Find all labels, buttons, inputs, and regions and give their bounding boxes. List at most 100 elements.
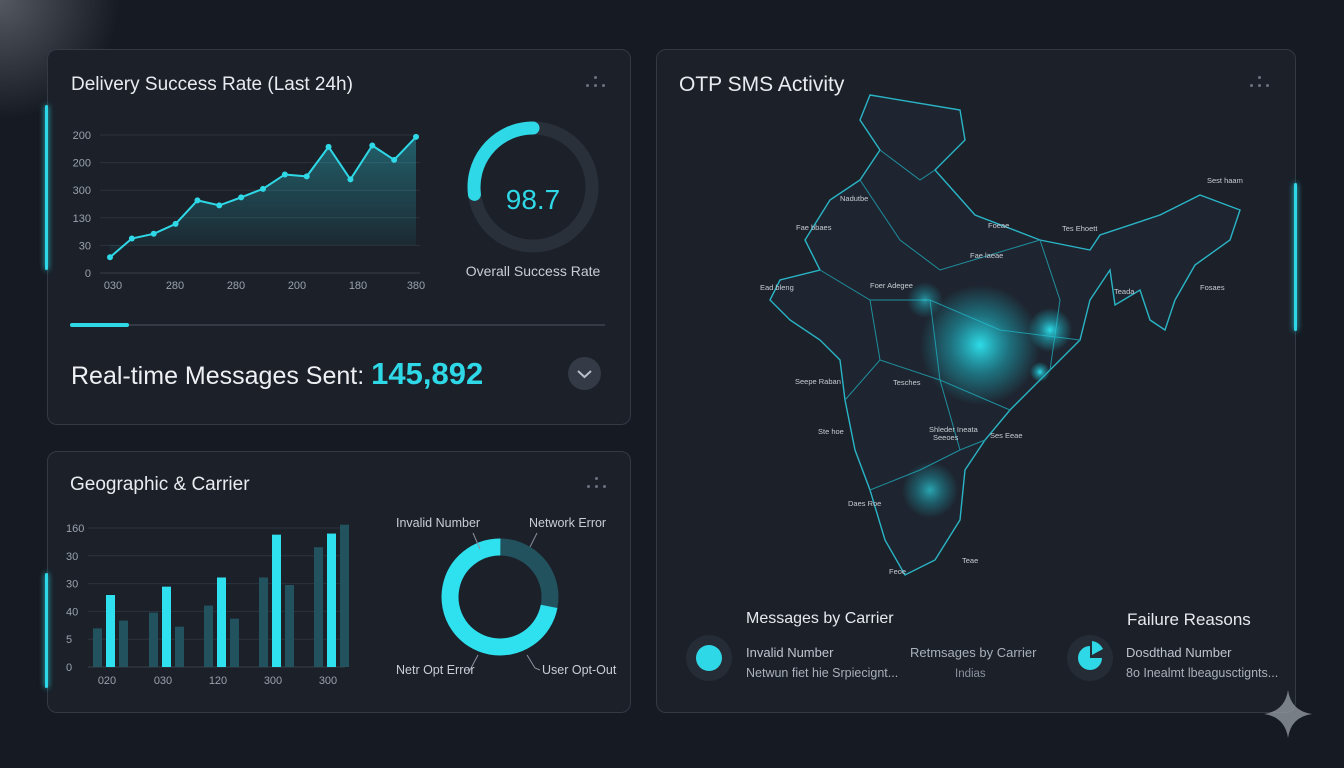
data-point [150, 230, 157, 237]
donut-label-invalid-number: Invalid Number [396, 516, 481, 530]
middle-line-1: Retmsages by Carrier [910, 645, 1037, 660]
panel-accent [1294, 183, 1297, 331]
map-label: Feoe [889, 567, 906, 576]
carrier-dot-icon [686, 635, 732, 681]
y-tick-label: 300 [73, 185, 91, 197]
leader-line [529, 532, 538, 548]
data-point [260, 185, 266, 192]
donut-label-opt-error: Netr Opt Error [396, 663, 475, 677]
donut-label-network-error: Network Error [529, 516, 607, 530]
map-label: Foeae [988, 221, 1009, 230]
data-point [413, 133, 419, 140]
gauge-arc [467, 121, 599, 253]
x-tick-label: 030 [154, 675, 172, 687]
x-tick-label: 280 [227, 280, 245, 292]
data-point [172, 220, 179, 227]
sparkle-icon [1264, 690, 1312, 738]
y-tick-label: 30 [66, 579, 78, 591]
data-point [194, 197, 201, 204]
carrier-line-2: Netwun fiet hie Srpiecignt... [746, 666, 899, 680]
y-tick-label: 40 [66, 606, 78, 618]
data-point [238, 194, 245, 201]
map-label: Seeoes [933, 433, 959, 442]
activity-hotspot [1030, 362, 1050, 382]
leader-line [465, 654, 479, 671]
map-label: Shleder Ineata [929, 425, 979, 434]
x-tick-label: 300 [319, 675, 337, 687]
x-tick-label: 380 [407, 280, 425, 292]
donut-slice [441, 538, 559, 656]
data-point [281, 171, 288, 178]
map-label: Teae [962, 556, 978, 565]
data-point [391, 156, 398, 163]
y-tick-label: 5 [66, 634, 72, 646]
carrier-title: Messages by Carrier [746, 610, 894, 627]
bar [314, 547, 323, 667]
bar [93, 628, 102, 667]
data-point [347, 176, 354, 183]
map-label: Ste hoe [818, 427, 844, 436]
map-label: Fae bbaes [796, 223, 832, 232]
map-label: Fae laeae [970, 251, 1003, 260]
activity-hotspot [920, 285, 1040, 405]
bar [327, 533, 336, 667]
bar [175, 626, 184, 667]
progress-fill [70, 323, 129, 327]
failure-line-2: 8o Inealmt lbeagusctignts... [1126, 666, 1279, 680]
messages-value: 145,892 [371, 356, 484, 391]
map-label: Nadutbe [840, 194, 868, 203]
bar [106, 594, 115, 667]
messages-sent: Real-time Messages Sent: 145,892 [71, 356, 483, 392]
y-tick-label: 30 [66, 551, 78, 563]
x-tick-label: 020 [98, 675, 116, 687]
leader-line [526, 654, 541, 671]
data-point [128, 235, 135, 242]
y-tick-label: 0 [66, 662, 72, 674]
expand-button[interactable] [568, 357, 601, 390]
progress-track [70, 324, 605, 326]
x-tick-label: 120 [209, 675, 227, 687]
india-map[interactable]: Sest haam Nadutbe Fae bbaes Foeae Tes Ehoett… [0, 0, 1344, 600]
bar-chart: 0 5 40 30 30 160 020 030 120 300 300 [66, 523, 349, 687]
carrier-line-1: Invalid Number [746, 645, 834, 660]
messages-label: Real-time Messages Sent: [71, 362, 365, 390]
bar [259, 577, 268, 667]
bar [285, 584, 294, 667]
y-tick-label: 200 [73, 130, 91, 142]
bar [272, 534, 281, 667]
data-point [325, 143, 332, 150]
map-label: Sest haam [1207, 176, 1243, 185]
x-tick-label: 200 [288, 280, 306, 292]
y-tick-label: 30 [79, 240, 91, 252]
map-label: Tes Ehoett [1062, 224, 1098, 233]
more-dots-icon[interactable] [586, 76, 608, 90]
bar [217, 577, 226, 667]
delivery-panel-title: Delivery Success Rate (Last 24h) [71, 74, 353, 95]
bar [230, 618, 239, 667]
gauge-label: Overall Success Rate [465, 263, 601, 279]
panel-accent [45, 105, 48, 270]
map-label: Tesches [893, 378, 921, 387]
failure-title: Failure Reasons [1127, 610, 1251, 629]
x-tick-label: 280 [166, 280, 184, 292]
data-point [216, 202, 223, 209]
more-dots-icon[interactable] [587, 477, 609, 491]
bar [162, 586, 171, 667]
bar [340, 524, 349, 667]
more-dots-icon[interactable] [1250, 76, 1272, 90]
map-label: Fosaes [1200, 283, 1225, 292]
donut-label-user-opt-out: User Opt-Out [542, 663, 617, 677]
geographic-carrier-panel [47, 451, 631, 713]
activity-hotspot [902, 462, 958, 518]
data-point [107, 254, 113, 261]
panel-accent [45, 573, 48, 688]
data-point [369, 142, 376, 149]
leader-line [472, 532, 481, 550]
pie-icon [1067, 635, 1113, 681]
y-tick-label: 160 [66, 523, 84, 535]
bar [204, 605, 213, 667]
gauge-value: 98.7 [505, 184, 561, 215]
area-fill [110, 136, 416, 258]
activity-hotspot [907, 282, 943, 318]
